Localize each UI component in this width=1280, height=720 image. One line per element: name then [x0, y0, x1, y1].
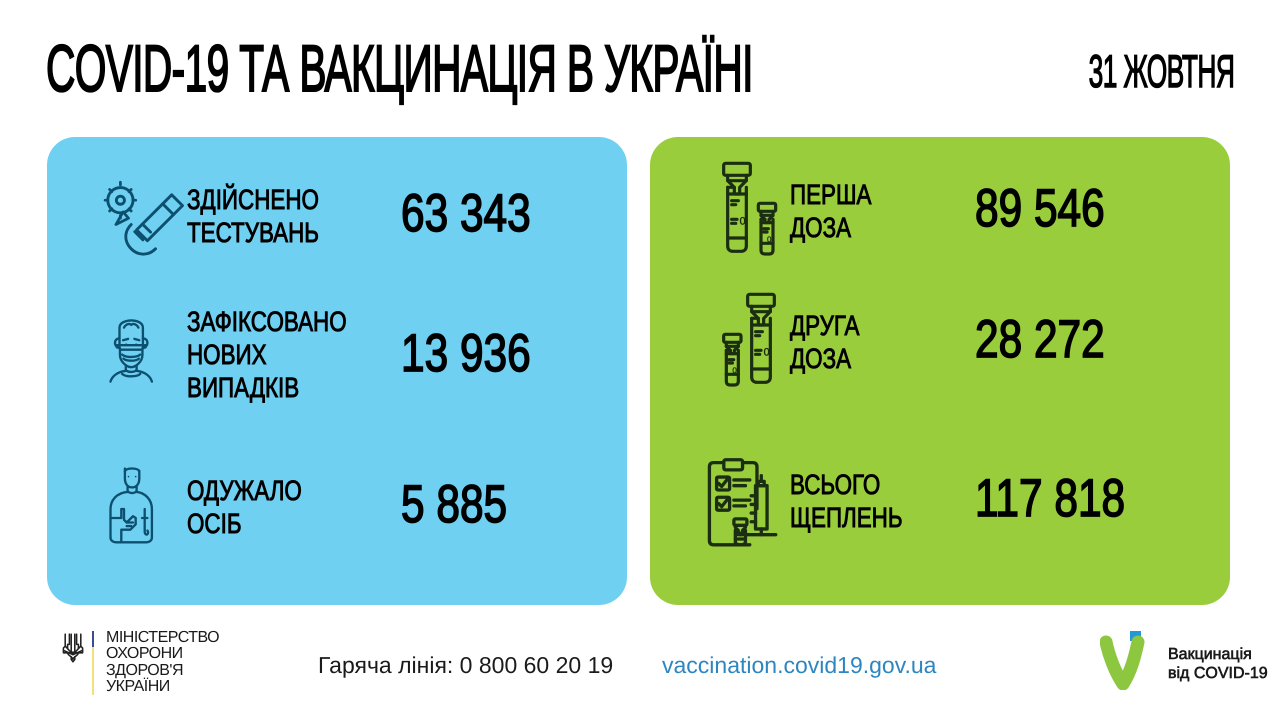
svg-text:0: 0: [764, 346, 771, 358]
svg-text:0: 0: [740, 215, 747, 227]
